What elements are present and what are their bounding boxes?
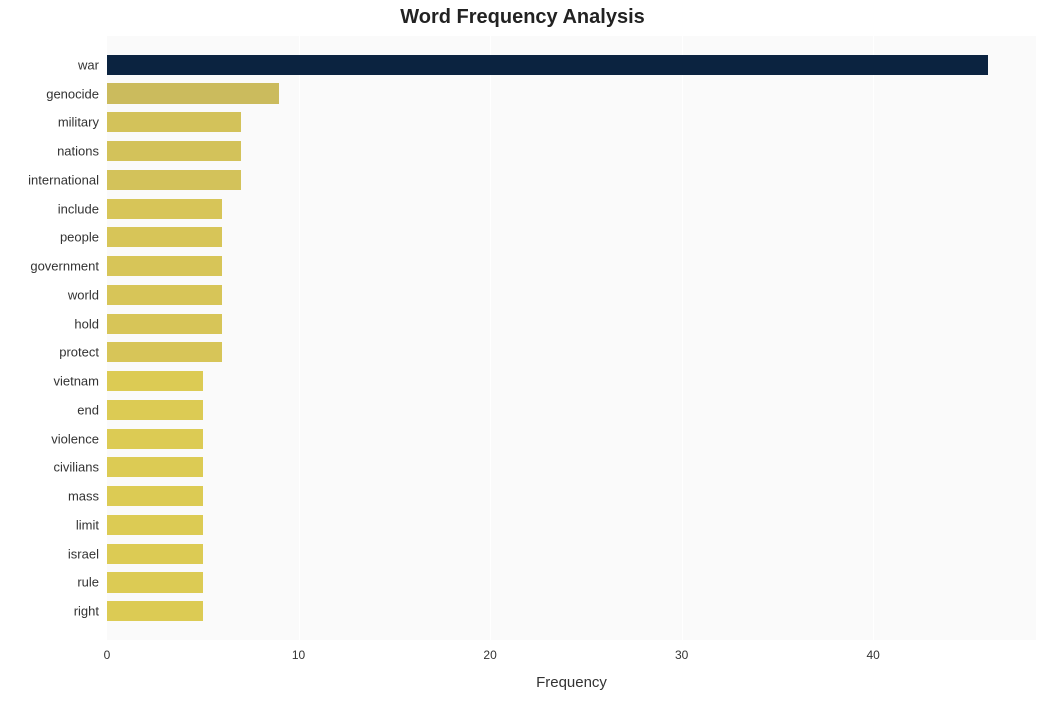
y-tick-label: civilians [53,460,99,475]
bar [107,170,241,190]
y-tick-label: people [60,230,99,245]
y-tick-label: government [30,259,99,274]
bar [107,400,203,420]
bar [107,486,203,506]
grid-line [682,36,683,640]
bar [107,55,988,75]
y-tick-label: nations [57,144,99,159]
y-tick-label: protect [59,345,99,360]
x-axis-label: Frequency [536,674,607,691]
bar [107,112,241,132]
bar [107,371,203,391]
bar [107,544,203,564]
grid-line [873,36,874,640]
bar [107,256,222,276]
x-tick-label: 10 [292,648,305,662]
y-tick-label: international [28,172,99,187]
y-tick-label: rule [77,575,99,590]
bar [107,141,241,161]
y-tick-label: hold [74,316,99,331]
y-tick-label: right [74,604,99,619]
y-tick-label: limit [76,517,99,532]
x-tick-label: 40 [866,648,879,662]
y-tick-label: mass [68,489,99,504]
bar [107,429,203,449]
x-tick-label: 20 [483,648,496,662]
bar [107,227,222,247]
y-tick-label: genocide [46,86,99,101]
y-tick-label: end [77,402,99,417]
y-tick-label: violence [51,431,99,446]
bar [107,285,222,305]
bar [107,199,222,219]
y-tick-label: include [58,201,99,216]
bar [107,314,222,334]
grid-line [490,36,491,640]
y-tick-label: military [58,115,99,130]
y-tick-label: vietnam [53,374,99,389]
x-tick-label: 0 [104,648,111,662]
bar [107,572,203,592]
y-tick-label: israel [68,546,99,561]
bar [107,601,203,621]
grid-line [299,36,300,640]
bar [107,457,203,477]
chart-title: Word Frequency Analysis [0,6,1045,29]
x-tick-label: 30 [675,648,688,662]
bar [107,83,279,103]
chart-container: Word Frequency Analysis 010203040wargeno… [0,0,1045,701]
bar [107,342,222,362]
bar [107,515,203,535]
plot-area: 010203040wargenocidemilitarynationsinter… [107,36,1036,640]
y-tick-label: war [78,57,99,72]
y-tick-label: world [68,287,99,302]
